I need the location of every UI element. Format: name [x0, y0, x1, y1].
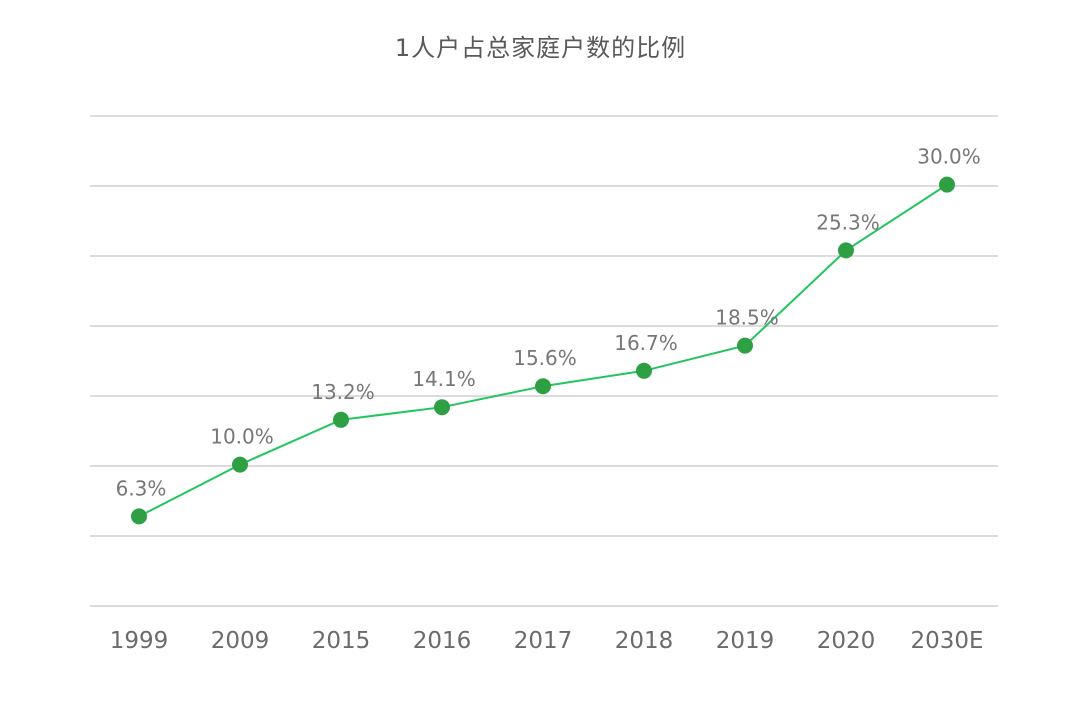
- data-point: [838, 242, 854, 259]
- data-point: [232, 456, 248, 473]
- data-label: 6.3%: [116, 476, 167, 500]
- data-point: [131, 508, 147, 525]
- data-label: 14.1%: [412, 367, 476, 391]
- data-point: [333, 411, 349, 428]
- x-tick-label: 2030E: [910, 628, 983, 654]
- x-tick-label: 2009: [211, 628, 270, 654]
- x-tick-label: 1999: [110, 628, 169, 654]
- x-tick-label: 2018: [615, 628, 674, 654]
- data-label-layer: 6.3% 10.0% 13.2% 14.1% 15.6% 16.7% 18.5% 25.3% 3…: [116, 145, 981, 501]
- data-label: 25.3%: [816, 210, 880, 234]
- data-label: 18.5%: [715, 306, 779, 330]
- data-point: [535, 378, 551, 395]
- data-point: [434, 399, 450, 416]
- x-tick-label: 2016: [413, 628, 472, 654]
- data-label: 16.7%: [614, 331, 678, 355]
- x-tick-label: 2015: [312, 628, 371, 654]
- data-label: 15.6%: [513, 346, 577, 370]
- data-point: [939, 176, 955, 193]
- chart-title: 1人户占总家庭户数的比例: [394, 34, 687, 62]
- point-layer: [131, 176, 955, 525]
- data-point: [636, 362, 652, 379]
- x-tick-label: 2019: [716, 628, 775, 654]
- data-label: 13.2%: [311, 380, 375, 404]
- data-label: 30.0%: [917, 145, 981, 169]
- x-tick-layer: 1999 2009 2015 2016 2017 2018 2019 2020 2030E: [110, 628, 984, 654]
- data-point: [737, 337, 753, 354]
- x-tick-label: 2017: [514, 628, 573, 654]
- data-label: 10.0%: [210, 425, 274, 449]
- x-tick-label: 2020: [817, 628, 876, 654]
